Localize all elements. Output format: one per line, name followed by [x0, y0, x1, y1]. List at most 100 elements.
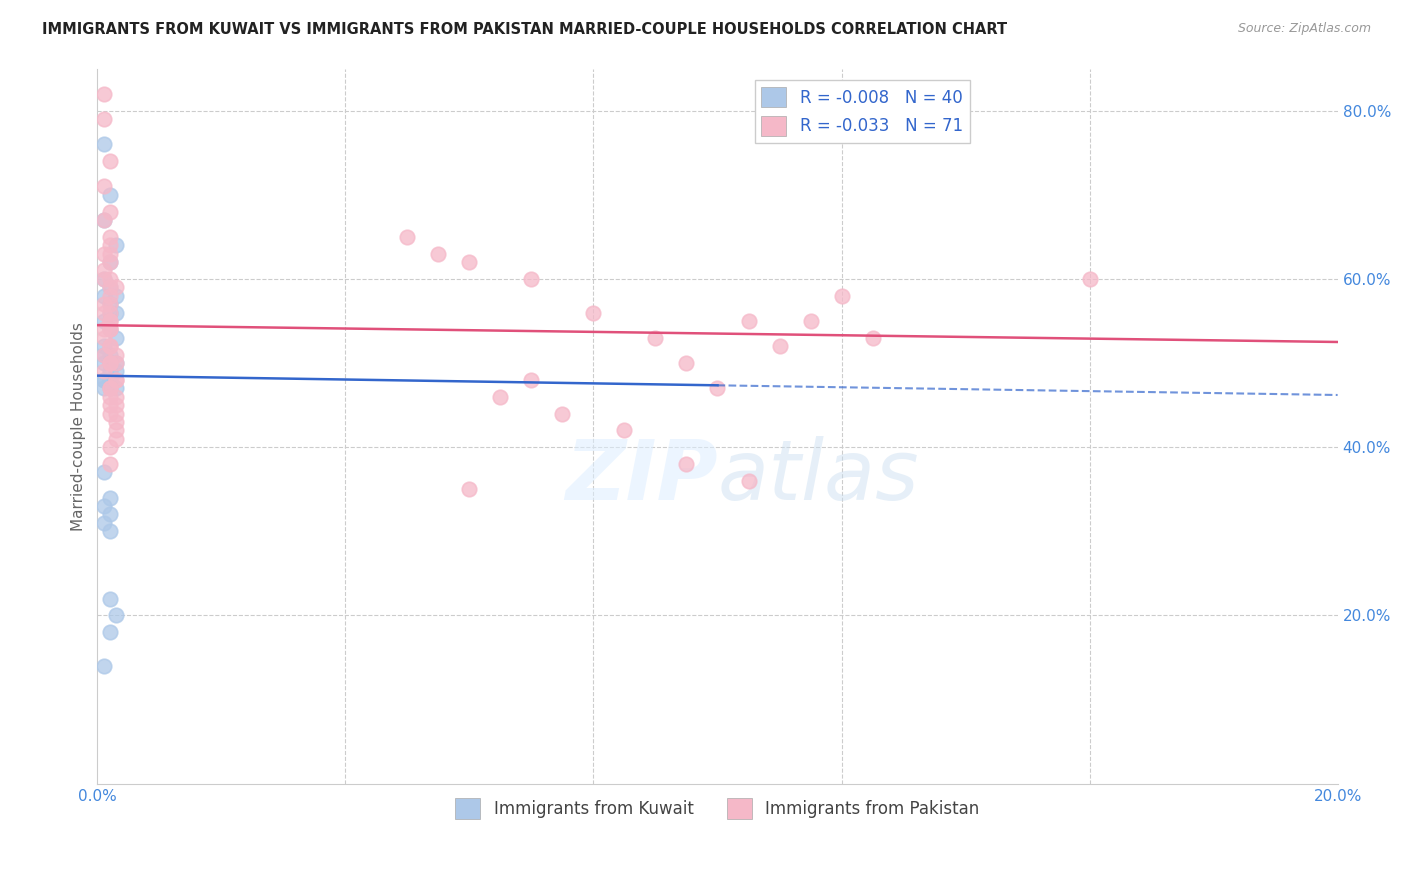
Point	[93, 272, 115, 286]
Point	[104, 415, 127, 429]
Point	[98, 381, 121, 395]
Point	[98, 524, 121, 539]
Point	[98, 381, 121, 395]
Point	[799, 314, 821, 328]
Point	[93, 137, 115, 152]
Point	[1078, 272, 1101, 286]
Point	[458, 482, 481, 496]
Point	[98, 373, 121, 387]
Point	[98, 364, 121, 378]
Point	[93, 179, 115, 194]
Point	[93, 314, 115, 328]
Point	[98, 238, 121, 252]
Point	[93, 356, 115, 370]
Point	[93, 373, 115, 387]
Point	[104, 331, 127, 345]
Point	[93, 112, 115, 126]
Point	[104, 356, 127, 370]
Point	[104, 373, 127, 387]
Point	[706, 381, 728, 395]
Point	[104, 373, 127, 387]
Point	[98, 297, 121, 311]
Point	[104, 348, 127, 362]
Point	[93, 246, 115, 260]
Point	[98, 154, 121, 169]
Point	[98, 356, 121, 370]
Point	[104, 356, 127, 370]
Point	[93, 339, 115, 353]
Point	[98, 625, 121, 640]
Y-axis label: Married-couple Households: Married-couple Households	[72, 322, 86, 531]
Point	[737, 474, 759, 488]
Point	[98, 591, 121, 606]
Point	[98, 356, 121, 370]
Point	[98, 229, 121, 244]
Point	[98, 204, 121, 219]
Point	[551, 407, 574, 421]
Point	[93, 305, 115, 319]
Point	[93, 659, 115, 673]
Point	[98, 491, 121, 505]
Point	[98, 255, 121, 269]
Point	[98, 246, 121, 260]
Point	[93, 263, 115, 277]
Point	[98, 314, 121, 328]
Point	[98, 314, 121, 328]
Point	[93, 373, 115, 387]
Text: atlas: atlas	[717, 435, 920, 516]
Point	[98, 407, 121, 421]
Point	[98, 398, 121, 412]
Point	[104, 305, 127, 319]
Text: Source: ZipAtlas.com: Source: ZipAtlas.com	[1237, 22, 1371, 36]
Point	[93, 364, 115, 378]
Point	[675, 457, 697, 471]
Point	[737, 314, 759, 328]
Point	[427, 246, 450, 260]
Point	[98, 322, 121, 336]
Point	[98, 187, 121, 202]
Point	[98, 508, 121, 522]
Point	[98, 339, 121, 353]
Point	[98, 356, 121, 370]
Point	[93, 499, 115, 513]
Point	[104, 280, 127, 294]
Point	[98, 280, 121, 294]
Point	[862, 331, 884, 345]
Point	[93, 297, 115, 311]
Point	[98, 390, 121, 404]
Point	[104, 390, 127, 404]
Point	[98, 322, 121, 336]
Point	[93, 289, 115, 303]
Point	[98, 297, 121, 311]
Point	[93, 516, 115, 530]
Point	[98, 305, 121, 319]
Point	[396, 229, 419, 244]
Point	[98, 381, 121, 395]
Point	[93, 348, 115, 362]
Point	[98, 373, 121, 387]
Point	[644, 331, 666, 345]
Point	[93, 87, 115, 101]
Point	[104, 432, 127, 446]
Point	[93, 272, 115, 286]
Point	[582, 305, 605, 319]
Point	[104, 407, 127, 421]
Point	[98, 305, 121, 319]
Point	[104, 364, 127, 378]
Point	[104, 238, 127, 252]
Point	[98, 322, 121, 336]
Point	[93, 213, 115, 227]
Point	[93, 466, 115, 480]
Text: IMMIGRANTS FROM KUWAIT VS IMMIGRANTS FROM PAKISTAN MARRIED-COUPLE HOUSEHOLDS COR: IMMIGRANTS FROM KUWAIT VS IMMIGRANTS FRO…	[42, 22, 1007, 37]
Point	[93, 322, 115, 336]
Point	[93, 213, 115, 227]
Point	[98, 339, 121, 353]
Point	[98, 280, 121, 294]
Point	[98, 272, 121, 286]
Point	[104, 423, 127, 437]
Point	[93, 381, 115, 395]
Point	[98, 289, 121, 303]
Text: ZIP: ZIP	[565, 435, 717, 516]
Point	[104, 398, 127, 412]
Point	[98, 255, 121, 269]
